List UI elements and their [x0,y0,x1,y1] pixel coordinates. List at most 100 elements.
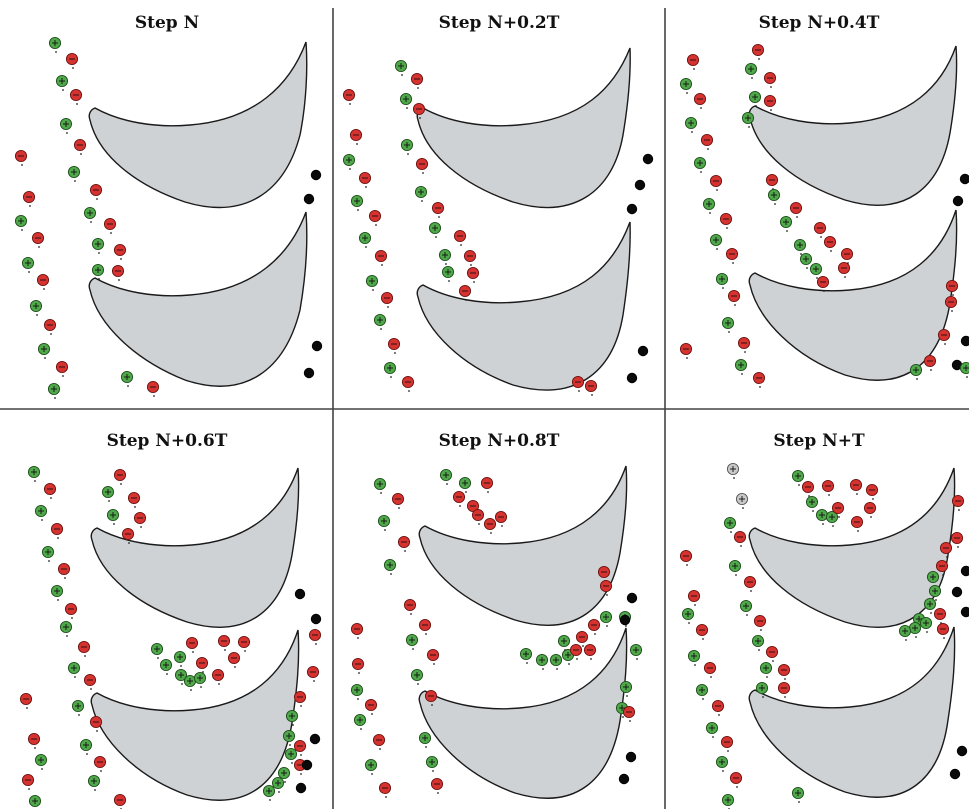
negative-vortex-icon [679,342,693,359]
negative-vortex-icon [77,640,91,657]
positive-vortex-icon [383,361,397,378]
positive-vortex-icon [441,265,455,282]
positive-vortex-icon [805,495,819,512]
vortices [342,59,654,396]
negative-vortex-icon [65,52,79,69]
particle-icon [311,340,323,352]
negative-vortex-icon [387,337,401,354]
negative-vortex-icon [43,318,57,335]
negative-vortex-icon [50,522,64,539]
negative-vortex-icon [729,771,743,788]
negative-vortex-icon [89,715,103,732]
negative-vortex-icon [350,622,364,639]
negative-vortex-icon [821,479,835,496]
positive-vortex-icon [106,508,120,525]
positive-vortex-icon [926,570,940,587]
positive-vortex-icon [535,653,549,670]
particle-icon [310,169,322,181]
negative-vortex-icon [936,622,950,639]
positive-vortex-icon [709,233,723,250]
negative-vortex-icon [430,777,444,794]
blade-upper [90,467,300,628]
negative-vortex-icon [703,661,717,678]
negative-vortex-icon [752,371,766,388]
positive-vortex-icon [358,231,372,248]
negative-vortex-icon [14,149,28,166]
positive-vortex-icon [759,661,773,678]
positive-vortex-icon [91,263,105,280]
negative-vortex-icon [69,88,83,105]
positive-vortex-icon [271,776,285,793]
negative-vortex-icon [587,618,601,635]
negative-vortex-icon [55,360,69,377]
blade-lower [416,221,631,391]
positive-vortex-icon [79,738,93,755]
positive-vortex-icon [739,599,753,616]
blade-lower [418,627,628,799]
negative-vortex-icon [378,781,392,798]
negative-vortex-icon [720,735,734,752]
positive-vortex-icon [599,610,613,627]
negative-vortex-icon [293,739,307,756]
positive-vortex-icon [364,758,378,775]
positive-vortex-icon [399,92,413,109]
negative-vortex-icon [816,275,830,292]
particle-icon [951,586,963,598]
negative-vortex-icon [217,634,231,651]
positive-vortex-icon [87,774,101,791]
negative-vortex-icon [64,602,78,619]
positive-vortex-icon [751,634,765,651]
particle-icon [295,782,307,794]
positive-vortex-icon [741,111,755,128]
positive-vortex-icon [29,299,43,316]
vortices [14,36,323,399]
negative-vortex-icon [431,201,445,218]
positive-vortex-icon [277,766,291,783]
positive-vortex-icon [284,747,298,764]
negative-vortex-icon [31,231,45,248]
positive-vortex-icon [519,647,533,664]
positive-vortex-icon [418,731,432,748]
particle-icon [619,614,631,626]
negative-vortex-icon [583,643,597,660]
negative-vortex-icon [945,279,959,296]
particle-icon [960,565,969,577]
panel-title: Step N+T [773,431,865,451]
particle-icon [301,759,313,771]
positive-vortex-icon [458,476,472,493]
positive-vortex-icon [83,206,97,223]
panel-title: Step N+0.6T [107,431,228,451]
blade-upper [418,465,628,626]
particle-icon [303,367,315,379]
negative-vortex-icon [415,157,429,174]
negative-vortex-icon [753,614,767,631]
positive-vortex-icon [684,116,698,133]
negative-vortex-icon [458,284,472,301]
positive-vortex-icon [59,117,73,134]
panel-title: Step N+0.4T [759,13,880,33]
negative-vortex-icon [737,336,751,353]
negative-vortex-icon [380,291,394,308]
negative-vortex-icon [935,559,949,576]
blade-upper [416,47,631,209]
blade-lower [748,626,956,798]
positive-vortex-icon [438,248,452,265]
negative-vortex-icon [494,510,508,527]
panel-step-n-t: Step N+T [679,431,969,809]
positive-vortex-icon [373,313,387,330]
positive-vortex-icon [721,316,735,333]
negative-vortex-icon [351,657,365,674]
positive-vortex-icon [715,272,729,289]
positive-vortex-icon [693,156,707,173]
negative-vortex-icon [693,92,707,109]
blade-upper [748,45,958,206]
positive-vortex-icon [779,215,793,232]
positive-vortex-icon [383,558,397,575]
negative-vortex-icon [813,221,827,238]
negative-vortex-icon [584,379,598,396]
panel-step-n-0-8t: Step N+0.8T [350,431,643,799]
positive-vortex-icon [791,469,805,486]
negative-vortex-icon [765,173,779,190]
blade-lower [88,211,308,387]
particle-icon [626,372,638,384]
